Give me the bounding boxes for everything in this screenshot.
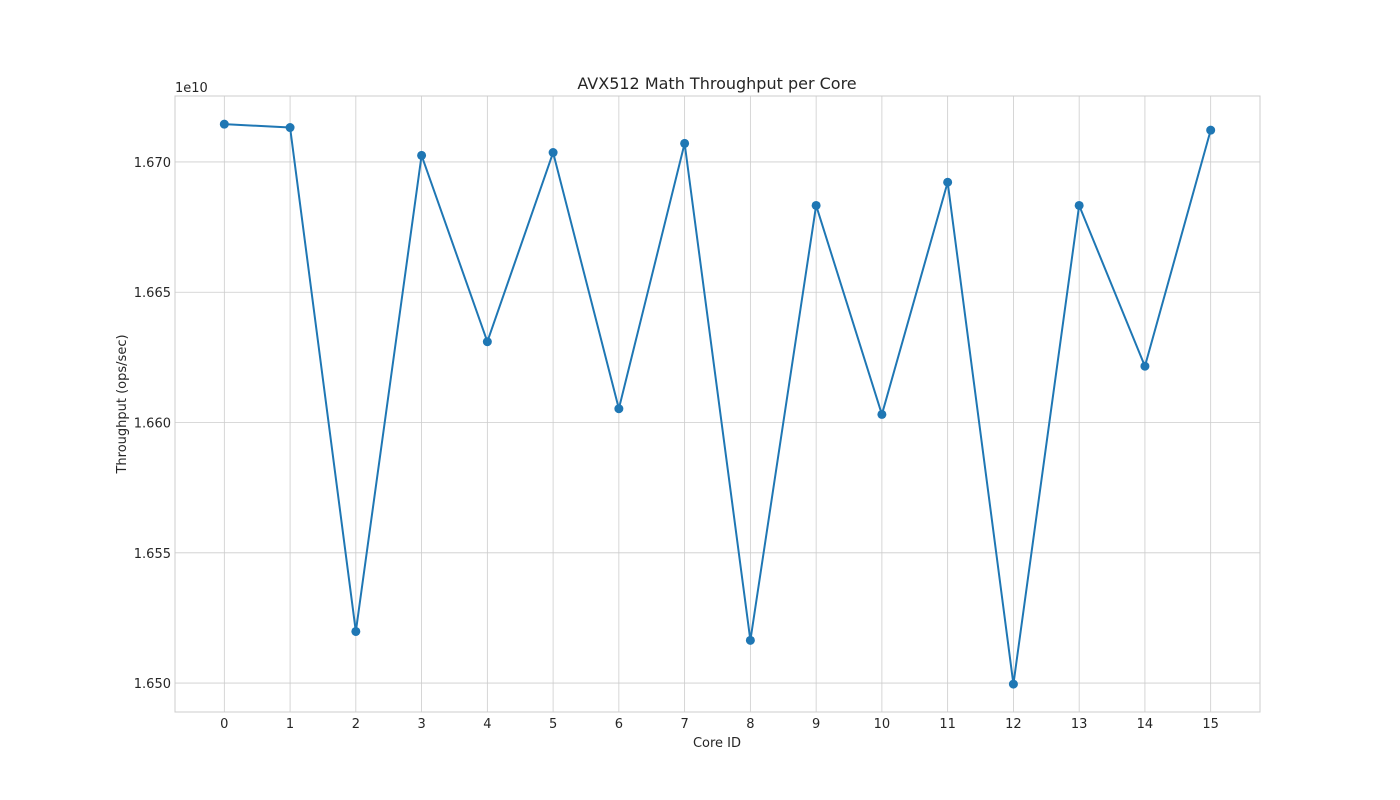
data-point	[219, 119, 229, 129]
data-point	[745, 635, 755, 645]
data-point	[1074, 200, 1084, 210]
data-point	[614, 404, 624, 414]
data-point	[811, 200, 821, 210]
x-tick-label: 14	[1137, 717, 1154, 732]
y-offset-text: 1e10	[175, 81, 208, 96]
x-tick-label: 10	[874, 717, 891, 732]
plot-background	[175, 96, 1260, 712]
x-tick-label: 0	[220, 717, 228, 732]
data-point	[1008, 679, 1018, 689]
y-tick-label: 1.665	[134, 286, 171, 301]
x-tick-label: 12	[1005, 717, 1022, 732]
y-tick-label: 1.670	[134, 156, 171, 171]
y-axis-label: Throughput (ops/sec)	[115, 334, 130, 474]
x-tick-label: 1	[286, 717, 294, 732]
data-point	[351, 626, 361, 636]
data-point	[680, 138, 690, 148]
x-tick-label: 15	[1202, 717, 1219, 732]
x-axis-label: Core ID	[693, 736, 741, 751]
x-tick-label: 7	[680, 717, 688, 732]
data-point	[548, 148, 558, 158]
data-point	[943, 177, 953, 187]
data-point	[417, 150, 427, 160]
data-point	[1206, 125, 1216, 135]
data-point	[482, 337, 492, 347]
x-tick-label: 5	[549, 717, 557, 732]
plot-area: 0 1 2 3 4 5 6 7 8 9 10 11 12 13 14 151.6501.6551.6601.6…	[134, 95, 1261, 732]
data-point	[1140, 361, 1150, 371]
x-tick-label: 6	[615, 717, 623, 732]
x-tick-label: 2	[352, 717, 360, 732]
y-tick-label: 1.655	[134, 547, 171, 562]
chart-title: AVX512 Math Throughput per Core	[577, 74, 856, 93]
series-line	[223, 123, 1212, 686]
data-point	[877, 409, 887, 419]
y-tick-label: 1.660	[134, 417, 171, 432]
plot-border	[174, 95, 1261, 713]
data-point	[285, 123, 295, 133]
x-tick-label: 11	[939, 717, 956, 732]
x-tick-label: 13	[1071, 717, 1088, 732]
x-tick-label: 4	[483, 717, 491, 732]
x-tick-label: 8	[746, 717, 754, 732]
x-tick-label: 3	[417, 717, 425, 732]
y-tick-label: 1.650	[134, 677, 171, 692]
x-tick-label: 9	[812, 717, 820, 732]
